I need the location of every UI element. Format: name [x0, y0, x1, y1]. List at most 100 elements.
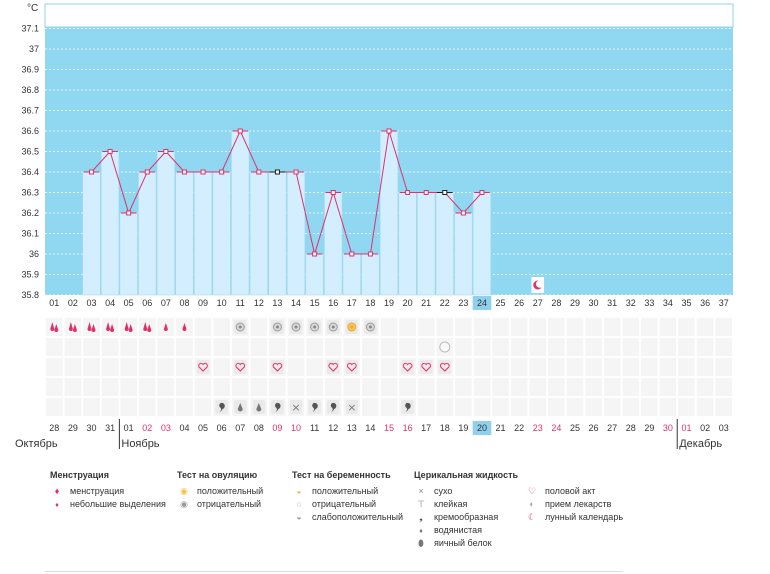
calendar-date-label: 29: [68, 423, 78, 433]
symbol-cell: [714, 397, 733, 417]
ovulation-dot-icon: [331, 325, 335, 329]
symbol-cell: [509, 317, 529, 337]
temperature-bar: [324, 192, 343, 296]
temperature-bar: [286, 171, 306, 296]
symbol-cell: [677, 397, 696, 417]
symbol-cell: [82, 337, 101, 357]
calendar-date-label: 03: [719, 423, 729, 433]
symbol-cell: [640, 397, 659, 417]
calendar-date-label: 19: [458, 423, 468, 433]
symbol-cell: [528, 357, 548, 377]
temperature-bar: [454, 212, 473, 296]
calendar-date-label: 02: [700, 423, 710, 433]
symbol-cell: [602, 397, 622, 417]
month-label: Декабрь: [679, 438, 722, 450]
symbol-cell: [286, 377, 306, 397]
symbol-cell: [677, 357, 696, 377]
cycle-day-label: 26: [514, 298, 524, 308]
y-tick-label: 36.1: [21, 229, 39, 239]
temperature-bar: [268, 171, 287, 296]
symbol-cell: [584, 377, 603, 397]
symbol-cell: [137, 397, 157, 417]
symbol-cell: [323, 377, 343, 397]
creamy-icon: [405, 402, 411, 412]
symbol-cell: [212, 337, 231, 357]
cycle-day-label: 04: [105, 298, 115, 308]
calendar-date-label: 04: [179, 423, 189, 433]
symbol-cell: [156, 337, 176, 357]
legend-label: отрицательный: [312, 499, 377, 509]
y-tick-label: 36.8: [21, 85, 39, 95]
symbol-cell: [584, 337, 603, 357]
symbol-cell: [584, 397, 603, 417]
symbol-cell: [565, 337, 585, 357]
temperature-bar: [417, 192, 436, 296]
heart-icon: [272, 362, 283, 372]
temperature-point: [163, 149, 169, 154]
temperature-point: [181, 169, 187, 175]
symbol-cell: [398, 337, 417, 357]
symbol-cell: [100, 397, 120, 417]
symbol-cell: [416, 377, 436, 397]
symbol-cell: [695, 397, 715, 417]
heart-icon: ♡: [527, 486, 537, 496]
legend-title: Тест на овуляцию: [177, 470, 258, 480]
pregnancy-negative-icon: ○: [296, 499, 302, 509]
symbol-cell: [398, 377, 417, 397]
legend-title: Менструация: [50, 470, 109, 480]
dry-icon: ×: [347, 401, 356, 414]
symbol-cell: [268, 377, 287, 397]
temperature-point: [349, 251, 355, 257]
temperature-point: [293, 169, 299, 175]
y-tick-label: 36.5: [21, 147, 39, 157]
symbol-cell: [119, 377, 138, 397]
legend-label: сухо: [434, 486, 453, 496]
legend-label: лунный календарь: [545, 512, 624, 522]
symbol-cell: [137, 357, 157, 377]
cycle-day-label: 17: [347, 298, 357, 308]
cycle-day-label: 30: [589, 298, 599, 308]
cycle-day-label: 05: [124, 298, 134, 308]
cycle-day-label: 02: [68, 298, 78, 308]
ovulation-dot-icon: [275, 325, 279, 329]
temperature-point: [386, 128, 392, 134]
cycle-day-label: 09: [198, 298, 208, 308]
y-tick-label: 36: [29, 249, 39, 259]
temperature-point: [126, 210, 132, 216]
ovulation-dot-icon: [368, 325, 372, 329]
symbol-cell: [658, 317, 678, 337]
temperature-bar: [435, 192, 454, 296]
symbol-cell: [63, 317, 83, 337]
symbol-cell: [621, 377, 641, 397]
temperature-bar: [156, 151, 175, 296]
cycle-day-label: 03: [86, 298, 96, 308]
symbol-cell: [45, 337, 64, 357]
symbol-cell: [621, 357, 641, 377]
dry-icon: ×: [291, 401, 300, 414]
ovulation-positive-icon: ◉: [180, 486, 188, 496]
cycle-day-label: 15: [310, 298, 320, 308]
symbol-cell: [342, 377, 362, 397]
symbol-cell: [249, 377, 269, 397]
y-tick-label: 35.9: [21, 270, 39, 280]
symbol-cell: [212, 317, 231, 337]
symbol-cell: [565, 397, 585, 417]
symbol-cell: [398, 317, 417, 337]
symbol-cell: [361, 337, 380, 357]
light-spotting-icon: [163, 323, 168, 331]
cycle-day-label: 07: [161, 298, 171, 308]
symbol-cell: [156, 377, 176, 397]
symbol-cell: [602, 317, 622, 337]
temperature-bar: [379, 130, 399, 296]
ovulation-dot-icon: [294, 325, 298, 329]
calendar-date-label: 29: [644, 423, 654, 433]
temperature-point: [144, 169, 150, 175]
legend-label: менструация: [70, 486, 125, 496]
symbol-cell: [119, 357, 138, 377]
heart-icon: [328, 362, 339, 372]
cycle-day-label: 31: [607, 298, 617, 308]
cycle-day-label: 11: [236, 298, 245, 308]
symbol-cell: [509, 337, 529, 357]
symbol-cell: [82, 317, 101, 337]
symbol-cell: [361, 357, 380, 377]
